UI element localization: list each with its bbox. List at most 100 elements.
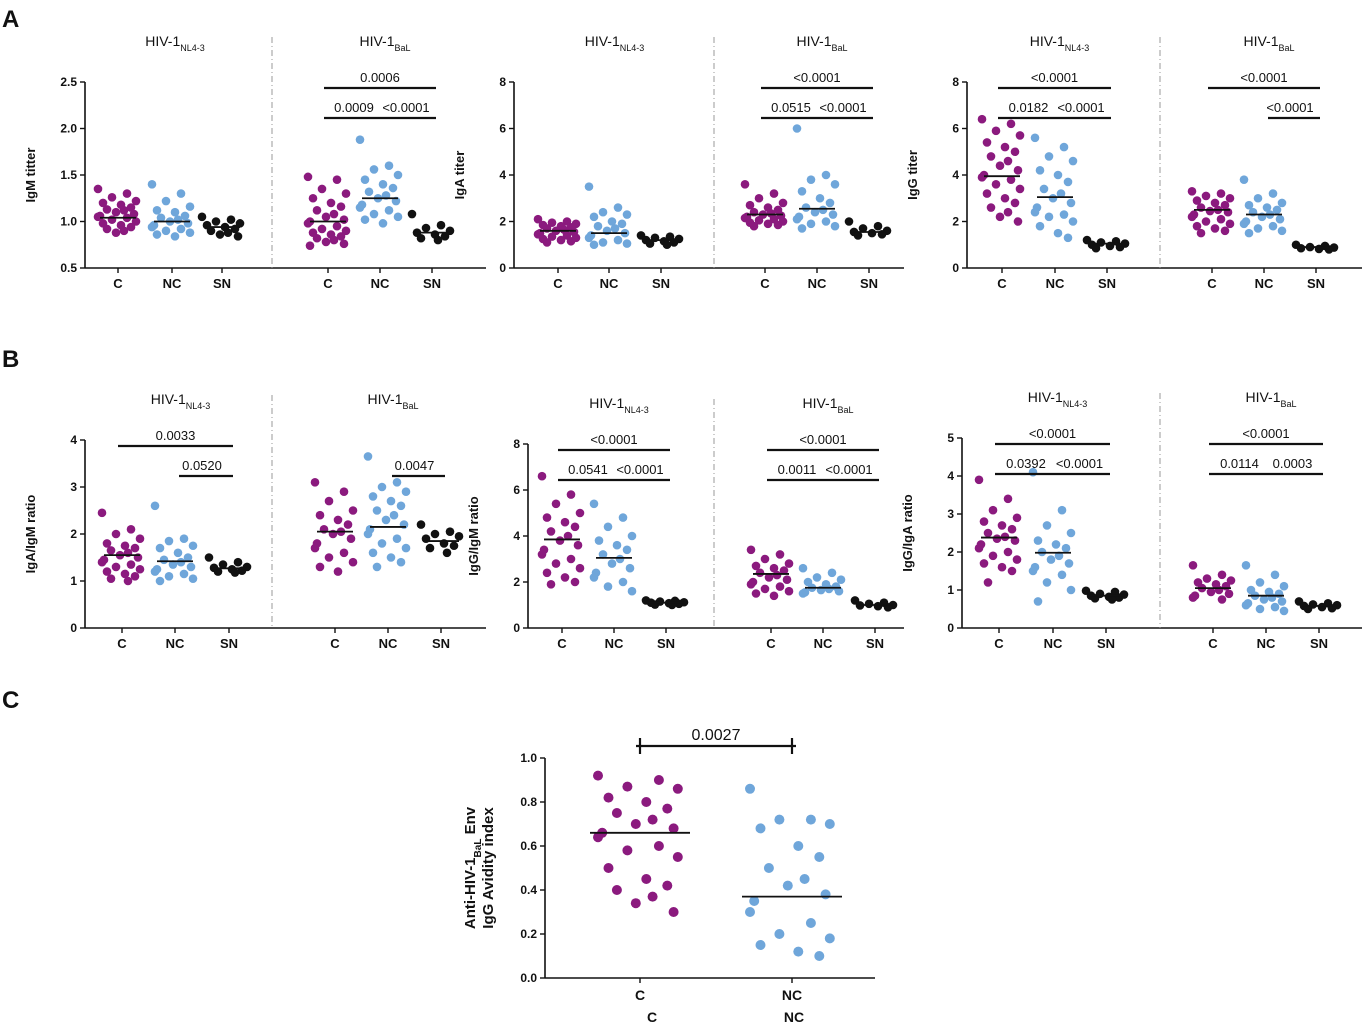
panel-letter-a: A [2,6,19,33]
data-point-nc [598,207,608,217]
group-title-main: HIV-1 [359,33,394,49]
data-point-sn [662,240,672,250]
group-title: HIV-1BaL [1245,389,1296,409]
group-title: HIV-1BaL [796,33,847,53]
data-point-nc [185,228,195,237]
data-point-nc [745,783,755,794]
data-point-c [754,193,764,203]
data-point-c [988,505,998,515]
data-point-c [772,570,782,580]
data-point-c [546,527,556,536]
group-title-main: HIV-1 [1030,33,1065,49]
y-axis-label-part: Env [462,806,479,838]
x-tick-label-secondary: NC [784,1009,804,1024]
data-point-c [123,576,133,586]
data-point-nc [622,239,632,248]
data-point-c [120,569,130,579]
data-point-c [560,573,570,582]
data-point-c [1216,214,1226,224]
data-point-nc [613,203,623,212]
data-point-sn [223,228,233,237]
significance-label: 0.0515 [771,100,811,115]
chart-7: 0.0 0.2 0.4 0.6 0.8 1.0 Anti-HIV-1BaL Env IgG A… [462,727,875,1024]
y-tick-label: 3 [70,480,77,494]
group-1: HIV-1NL4-3 C NC SN <0.0001 0.0541 <0.0001 [537,395,689,651]
significance-label: 0.0520 [182,458,222,473]
group-1: C NC C NC 0.0027 [590,727,842,1024]
data-point-c [563,531,573,541]
y-tick-label: 0.2 [520,927,537,941]
data-point-c [1006,175,1016,184]
significance-label: <0.0001 [793,70,840,85]
data-point-nc [618,513,628,522]
data-point-c [1187,186,1197,196]
group-2: HIV-1BaL C NC SN <0.0001 <0.0001 [1187,33,1339,291]
data-point-c [336,232,346,241]
data-point-nc [1042,578,1052,587]
significance-label: 0.0006 [360,70,400,85]
data-point-nc [173,548,183,558]
data-point-nc [355,203,365,212]
data-point-c [312,233,322,243]
data-point-nc [603,522,613,532]
data-point-c [547,232,557,241]
data-point-nc [782,880,793,891]
y-axis-label: IgA titer [452,151,467,200]
x-tick-label: NC [808,276,827,291]
data-point-c [119,226,129,236]
data-point-nc [589,499,599,509]
y-tick-label: 8 [499,75,506,89]
data-point-c [556,235,566,245]
data-point-c [740,180,750,189]
data-point-c [983,578,993,587]
data-point-c [983,528,993,538]
data-point-c [593,770,603,781]
data-point-nc [392,534,402,543]
data-point-c [97,508,107,518]
data-point-nc [1275,214,1285,224]
y-tick-label: 0.4 [520,883,537,897]
data-point-c [98,198,108,208]
data-point-nc [161,226,171,236]
data-point-nc [774,814,785,825]
data-point-c [755,568,765,578]
data-point-sn [867,228,877,238]
group-title: HIV-1BaL [367,391,418,411]
data-point-nc [1056,189,1066,198]
data-point-c [745,200,755,210]
data-point-nc [814,951,825,961]
data-point-nc [161,196,171,206]
data-point-c [779,566,789,575]
data-point-nc [377,539,387,548]
data-point-c [343,520,353,529]
data-point-nc [589,573,599,582]
data-point-c [1012,555,1022,564]
data-point-c [641,797,652,807]
y-tick-label: 2 [499,215,506,229]
y-axis-label-subscript: BaL [473,839,484,858]
y-axis-label: IgA/IgM ratio [23,495,38,574]
data-point-nc [824,933,835,944]
data-point-c [982,138,992,147]
data-point-sn [454,532,464,541]
data-point-nc [1279,581,1289,591]
data-point-nc [1061,543,1071,553]
y-tick-label: 4 [499,168,506,182]
x-tick-label: C [760,276,770,291]
significance-label: <0.0001 [1031,70,1078,85]
data-point-nc [170,232,180,241]
data-point-c [1225,219,1235,229]
data-point-c [111,228,121,237]
data-point-sn [442,548,452,558]
data-point-nc [168,560,178,569]
data-point-c [131,196,141,206]
data-point-nc [1057,505,1067,515]
data-point-c [542,238,552,247]
data-point-nc [396,501,406,511]
data-point-c [773,220,783,230]
data-point-nc [378,219,388,228]
data-point-nc [1066,528,1076,538]
